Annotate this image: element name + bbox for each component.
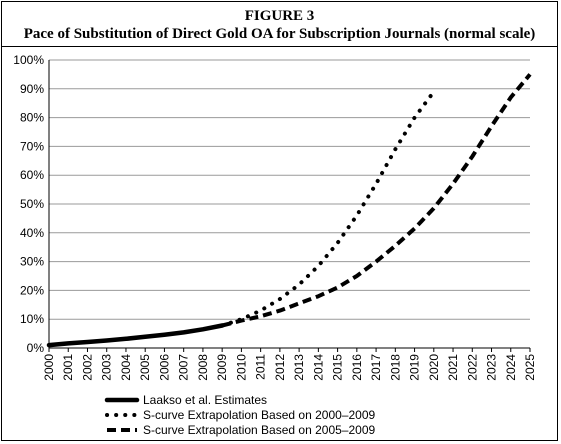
y-axis: 0% 10% 20% 30% 40% 50% 60% 70% 80% 90% 100% [13,53,50,355]
x-tick-label: 2002 [80,354,94,381]
y-tick-label: 50% [20,197,44,211]
figure-title: Pace of Substitution of Direct Gold OA f… [23,26,536,42]
x-tick-label: 2024 [504,354,518,381]
y-tick-label: 70% [20,139,44,153]
x-tick-label: 2020 [427,354,441,381]
y-tick-label: 40% [20,226,44,240]
x-axis: 2000 2001 2002 2003 2004 2005 2006 2007 2008 2009… [42,347,537,381]
x-tick-label: 2017 [369,354,383,381]
series-lines [46,73,532,348]
x-tick-label: 2007 [177,354,191,381]
x-tick-label: 2018 [388,354,402,381]
x-tick-label: 2010 [234,354,248,381]
y-tick-label: 10% [20,312,44,326]
y-tick-label: 90% [20,82,44,96]
x-tick-label: 2019 [408,354,422,381]
x-tick-label: 2025 [523,354,537,381]
y-tick-label: 20% [20,283,44,297]
x-tick-label: 2005 [138,354,152,381]
x-tick-label: 2003 [100,354,114,381]
x-tick-label: 2009 [215,354,229,381]
legend-label: S-curve Extrapolation Based on 2000–2009 [143,408,375,422]
gridlines [49,59,530,320]
x-tick-label: 2012 [273,354,287,381]
x-tick-label: 2004 [119,354,133,381]
x-tick-label: 2008 [196,354,210,381]
x-tick-label: 2022 [465,354,479,381]
x-tick-label: 2000 [42,354,56,381]
series-line-dotted [220,89,436,328]
x-tick-label: 2001 [61,354,75,381]
legend-label: S-curve Extrapolation Based on 2005–2009 [143,423,375,437]
x-tick-label: 2016 [350,354,364,381]
y-tick-label: 60% [20,168,44,182]
title-divider [2,46,557,47]
x-tick-label: 2014 [311,354,325,381]
y-tick-label: 0% [27,341,45,355]
x-tick-label: 2023 [485,354,499,381]
x-tick-label: 2011 [254,354,268,380]
y-tick-label: 100% [13,53,44,67]
figure-label: FIGURE 3 [244,8,315,24]
x-tick-label: 2015 [331,354,345,381]
x-tick-label: 2013 [292,354,306,381]
y-tick-label: 80% [20,111,44,125]
x-tick-label: 2021 [446,354,460,381]
series-line-dashed [221,73,532,328]
series-line-solid [46,323,225,348]
x-tick-label: 2006 [157,354,171,381]
legend-label: Laakso et al. Estimates [143,393,267,407]
y-tick-label: 30% [20,255,44,269]
